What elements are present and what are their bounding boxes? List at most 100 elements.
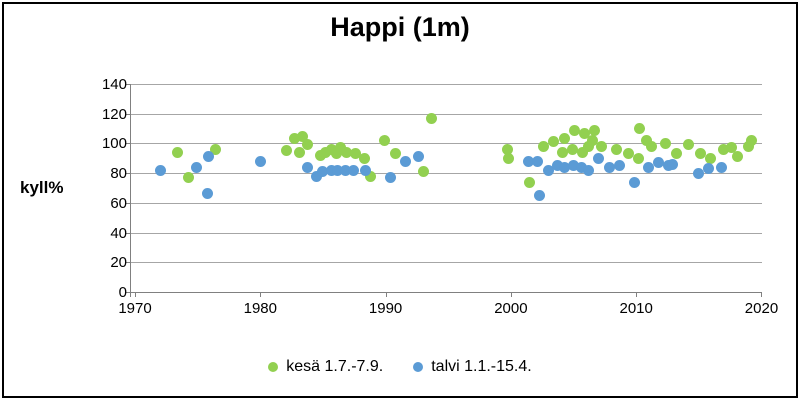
data-point-kesa [209, 143, 221, 155]
data-point-kesa [718, 143, 730, 155]
data-point-talvi [559, 161, 571, 173]
legend-label-kesa: kesä 1.7.-7.9. [286, 358, 384, 375]
x-tick-2000 [510, 292, 512, 297]
y-tick-label-60: 60 [110, 194, 127, 212]
data-point-kesa [297, 130, 309, 142]
data-point-kesa [293, 146, 305, 158]
x-tick-1970 [135, 292, 136, 297]
data-point-kesa [288, 133, 300, 145]
y-tick-40 [125, 232, 130, 234]
x-tick-1980 [260, 292, 262, 297]
data-point-talvi [643, 161, 655, 173]
data-point-kesa [704, 152, 716, 164]
data-point-kesa [659, 137, 671, 149]
y-tick-140 [125, 84, 130, 85]
data-point-talvi [534, 189, 546, 201]
data-point-kesa [683, 139, 695, 151]
data-point-kesa [341, 146, 353, 158]
data-point-talvi [385, 172, 397, 184]
data-point-kesa [390, 148, 402, 160]
data-point-kesa [172, 146, 184, 158]
data-point-talvi [703, 163, 715, 175]
data-point-talvi [154, 164, 166, 176]
data-point-kesa [569, 124, 581, 136]
data-point-talvi [614, 160, 626, 172]
data-point-kesa [725, 142, 737, 154]
data-point-talvi [203, 151, 215, 163]
x-tick-2020 [761, 292, 763, 297]
data-point-talvi [693, 167, 705, 179]
y-tick-120 [125, 113, 130, 115]
x-tick-2010 [636, 292, 638, 297]
data-point-kesa [633, 152, 645, 164]
y-tick-80 [125, 173, 130, 175]
data-point-kesa [426, 112, 438, 124]
data-point-talvi [653, 157, 665, 169]
data-point-talvi [568, 160, 580, 172]
y-tick-100 [125, 143, 130, 145]
data-point-kesa [595, 140, 607, 152]
data-point-kesa [745, 134, 757, 146]
data-point-talvi [340, 164, 351, 176]
data-point-talvi [604, 161, 616, 173]
gridline-120 [130, 113, 762, 115]
data-point-kesa [566, 143, 578, 155]
x-tick-label-1980: 1980 [243, 300, 277, 317]
data-point-talvi [302, 161, 314, 173]
gridline-100 [130, 143, 762, 145]
legend-swatch-talvi-icon [413, 362, 424, 372]
x-tick-label-2020: 2020 [744, 300, 779, 317]
data-point-kesa [350, 148, 362, 160]
data-point-kesa [501, 143, 513, 155]
data-point-talvi [347, 164, 359, 176]
data-point-kesa [610, 143, 622, 155]
data-point-kesa [576, 146, 588, 158]
y-tick-label-100: 100 [101, 135, 127, 153]
data-point-kesa [670, 148, 682, 160]
x-tick-label-2000: 2000 [494, 300, 528, 317]
gridline-140 [130, 84, 762, 85]
data-point-kesa [417, 166, 429, 178]
data-point-talvi [400, 155, 412, 167]
y-tick-label-20: 20 [110, 254, 127, 272]
data-point-talvi [551, 160, 563, 172]
data-point-kesa [183, 172, 195, 184]
gridline-20 [130, 262, 762, 264]
data-point-kesa [586, 134, 598, 146]
data-point-talvi [311, 170, 323, 182]
data-point-talvi [412, 151, 424, 163]
data-point-kesa [319, 146, 331, 158]
data-point-kesa [559, 133, 571, 145]
data-point-talvi [360, 164, 372, 176]
gridline-80 [130, 173, 762, 175]
data-point-talvi [542, 164, 554, 176]
data-point-talvi [531, 155, 543, 167]
y-tick-label-40: 40 [110, 224, 127, 242]
data-point-talvi [326, 164, 338, 176]
legend-item-kesa: kesä 1.7.-7.9. [268, 358, 383, 376]
legend-item-talvi: talvi 1.1.-15.4. [413, 358, 532, 376]
data-point-kesa [556, 146, 568, 158]
y-tick-label-140: 140 [101, 76, 127, 93]
data-point-kesa [583, 140, 595, 152]
x-tick-label-2010: 2010 [619, 300, 653, 317]
data-point-talvi [317, 166, 329, 178]
data-point-talvi [202, 188, 214, 200]
data-point-kesa [334, 142, 346, 154]
data-point-talvi [522, 155, 534, 167]
y-tick-20 [125, 262, 130, 264]
y-axis-title: kyll% [20, 178, 64, 197]
data-point-talvi [593, 152, 605, 164]
legend-label-talvi: talvi 1.1.-15.4. [431, 358, 532, 375]
data-point-kesa [634, 123, 646, 135]
y-tick-label-0: 0 [118, 284, 127, 301]
y-tick-label-80: 80 [110, 165, 127, 183]
gridline-40 [130, 232, 762, 234]
data-point-talvi [583, 164, 595, 176]
data-point-kesa [732, 151, 744, 163]
data-point-kesa [694, 148, 706, 160]
data-point-kesa [378, 134, 390, 146]
data-point-kesa [579, 127, 591, 139]
data-point-talvi [715, 161, 727, 173]
